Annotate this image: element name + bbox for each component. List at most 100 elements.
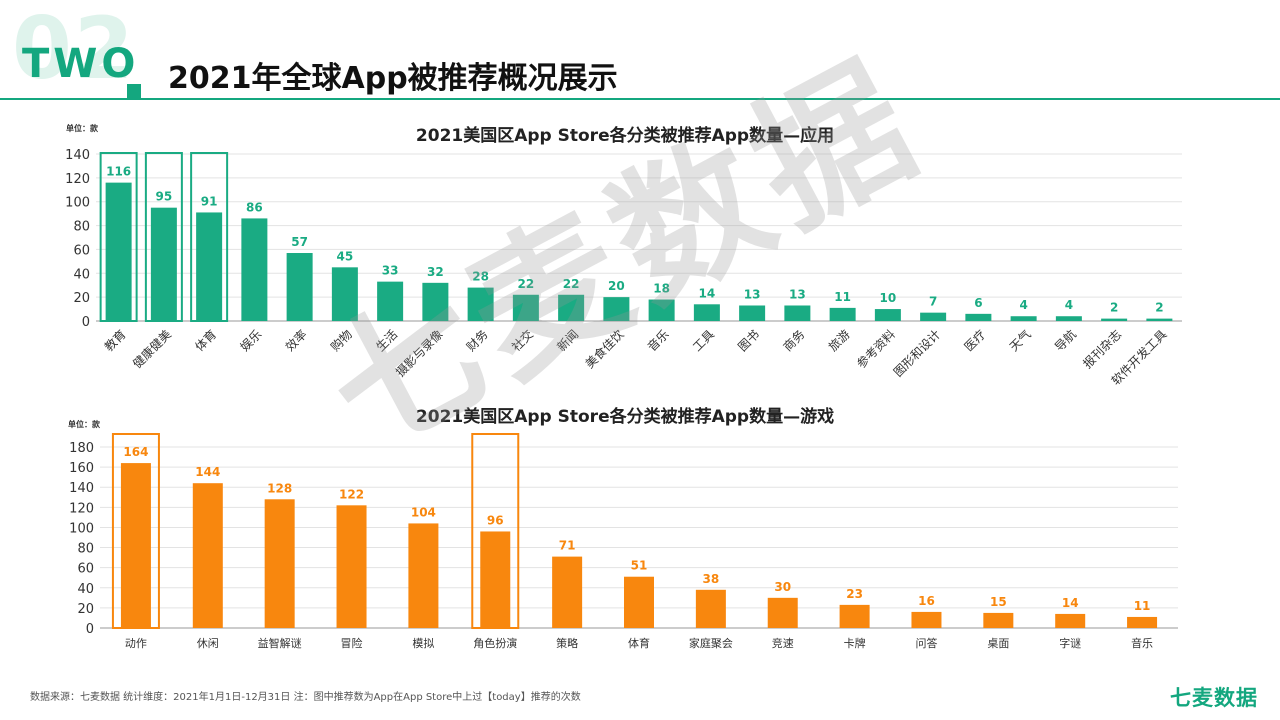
data-label: 16 (918, 594, 935, 608)
bar (693, 304, 720, 321)
x-tick-label: 新闻 (554, 327, 582, 355)
bar (377, 281, 404, 321)
unit-label: 单位：款 (66, 123, 99, 133)
data-label: 57 (291, 235, 308, 249)
data-label: 11 (1134, 599, 1151, 613)
y-tick-label: 80 (73, 220, 90, 235)
data-label: 2 (1110, 301, 1118, 315)
y-tick-label: 160 (69, 461, 94, 476)
y-tick-label: 20 (73, 291, 90, 306)
bar (552, 556, 583, 628)
y-tick-label: 40 (73, 267, 90, 282)
section-label: TWO (22, 41, 140, 87)
data-label: 128 (267, 481, 292, 495)
data-label: 33 (382, 264, 399, 278)
data-label: 23 (846, 587, 863, 601)
bar (1146, 318, 1173, 321)
bar (829, 307, 856, 321)
x-tick-label: 图书 (735, 327, 762, 354)
data-label: 20 (608, 279, 625, 293)
bar (196, 212, 223, 321)
bar (120, 463, 151, 628)
data-label: 6 (974, 296, 982, 310)
x-tick-label: 效率 (282, 327, 310, 355)
data-label: 116 (106, 165, 131, 179)
data-label: 22 (563, 277, 580, 291)
x-tick-label: 娱乐 (238, 327, 265, 354)
x-tick-label: 音乐 (644, 327, 672, 355)
x-tick-label: 图形和设计 (891, 327, 943, 379)
data-label: 144 (195, 465, 220, 479)
x-tick-label: 桌面 (987, 637, 1009, 650)
data-label: 7 (929, 295, 937, 309)
section-number-background: 02 (12, 0, 136, 99)
bar (408, 523, 439, 628)
data-label: 96 (487, 513, 504, 527)
x-tick-label: 冒险 (341, 636, 363, 650)
y-tick-label: 0 (82, 315, 90, 330)
x-tick-label: 角色扮演 (473, 636, 517, 650)
bar (965, 313, 992, 321)
x-tick-label: 体育 (192, 327, 220, 355)
x-tick-label: 工具 (690, 327, 717, 354)
y-tick-label: 140 (65, 148, 90, 163)
data-label: 10 (880, 291, 897, 305)
x-tick-label: 商务 (780, 327, 808, 355)
data-label: 22 (518, 277, 535, 291)
bar (874, 309, 901, 321)
data-label: 45 (337, 249, 354, 263)
bar (648, 299, 675, 321)
highlight-frame (190, 152, 229, 322)
bar (839, 604, 870, 628)
data-label: 14 (1062, 596, 1079, 610)
highlight-frame (471, 433, 520, 629)
x-tick-label: 体育 (628, 636, 650, 650)
x-tick-label: 导航 (1051, 327, 1079, 355)
x-tick-label: 字谜 (1059, 636, 1081, 650)
y-tick-label: 40 (77, 582, 94, 597)
data-label: 2 (1155, 301, 1163, 315)
x-tick-label: 摄影与录像 (392, 327, 445, 380)
x-tick-label: 问答 (915, 636, 937, 650)
bar (1127, 616, 1158, 628)
data-label: 164 (123, 445, 148, 459)
highlight-frame (144, 152, 183, 322)
bar (1010, 316, 1037, 321)
bar (739, 305, 766, 321)
bar (286, 253, 313, 321)
bar (480, 531, 511, 628)
bar (695, 589, 726, 628)
bar (767, 597, 798, 628)
bar (1055, 316, 1082, 321)
data-label: 30 (774, 580, 791, 594)
x-tick-label: 家庭聚会 (689, 636, 733, 650)
highlight-frame (111, 433, 160, 629)
x-tick-label: 美食佳饮 (582, 327, 627, 372)
bar (105, 182, 132, 321)
data-label: 38 (703, 572, 720, 586)
bar (983, 612, 1014, 628)
x-tick-label: 医疗 (962, 327, 989, 354)
unit-label: 单位：款 (68, 419, 101, 429)
bar (911, 611, 942, 628)
section-dot (127, 84, 141, 98)
data-label: 122 (339, 487, 364, 501)
y-tick-label: 100 (69, 521, 94, 536)
x-tick-label: 健康健美 (129, 327, 174, 372)
bar (336, 505, 367, 628)
data-label: 11 (834, 290, 851, 304)
bar (603, 297, 630, 321)
y-tick-label: 0 (86, 622, 94, 637)
footer-source-note: 数据来源：七麦数据 统计维度：2021年1月1日-12月31日 注：图中推荐数为… (30, 692, 581, 703)
data-label: 71 (559, 539, 576, 553)
data-label: 18 (653, 282, 670, 296)
y-tick-label: 120 (69, 501, 94, 516)
x-tick-label: 社交 (508, 327, 536, 355)
footer-brand-logo: 七麦数据 (1170, 686, 1258, 710)
bar (241, 218, 268, 321)
data-label: 51 (631, 559, 648, 573)
chart-title: 2021美国区App Store各分类被推荐App数量—应用 (416, 125, 834, 146)
y-tick-label: 60 (73, 243, 90, 258)
x-tick-label: 天气 (1006, 327, 1034, 355)
